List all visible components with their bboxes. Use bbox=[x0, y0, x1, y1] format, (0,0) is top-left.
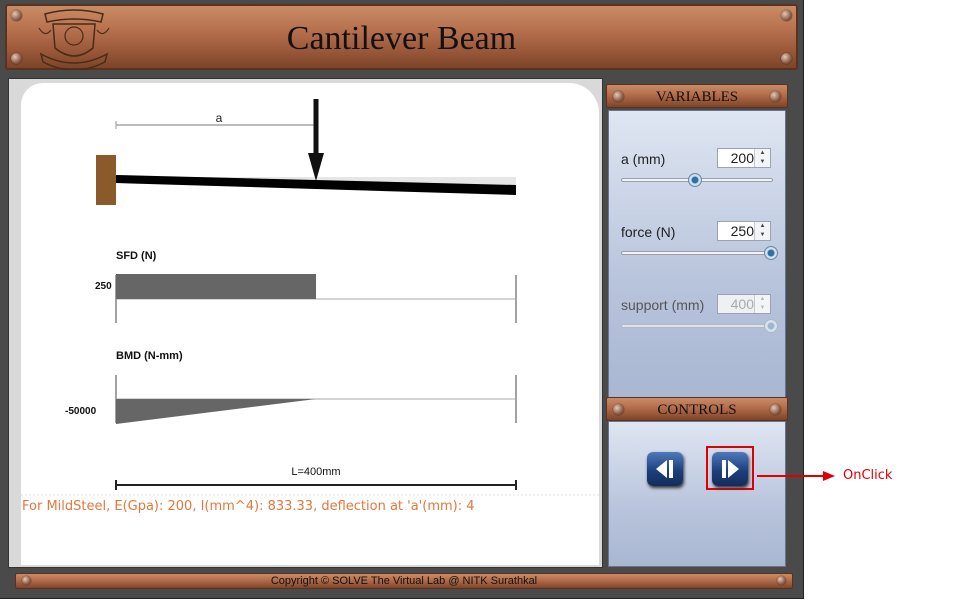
support-stepper-buttons: ▲ ▼ bbox=[754, 295, 770, 313]
simulation-area: a SFD (N) 250 BMD (N-mm) -50000 bbox=[8, 78, 603, 568]
fixed-support bbox=[96, 155, 116, 205]
screw-icon bbox=[781, 10, 792, 21]
step-back-icon bbox=[656, 460, 673, 478]
step-forward-icon bbox=[722, 460, 739, 478]
length-label: L=400mm bbox=[291, 466, 340, 478]
page-title: Cantilever Beam bbox=[286, 20, 517, 57]
force-stepper[interactable]: ▲ ▼ bbox=[717, 221, 771, 241]
support-increment-icon: ▲ bbox=[755, 295, 770, 304]
a-decrement-icon[interactable]: ▼ bbox=[755, 158, 770, 167]
a-input[interactable] bbox=[718, 149, 756, 167]
support-slider bbox=[621, 319, 778, 333]
screw-icon bbox=[613, 91, 624, 102]
header-bar: Cantilever Beam bbox=[5, 4, 798, 70]
highlight-box bbox=[706, 446, 754, 490]
screw-icon bbox=[777, 576, 786, 585]
force-slider-track[interactable] bbox=[621, 251, 773, 255]
support-label: support (mm) bbox=[621, 297, 705, 313]
footer-bar: Copyright © SOLVE The Virtual Lab @ NITK… bbox=[15, 573, 793, 589]
deflected-beam bbox=[116, 175, 516, 195]
beam-diagram: a SFD (N) 250 BMD (N-mm) -50000 bbox=[21, 99, 599, 496]
simulator-window: Cantilever Beam a SFD (N) 250 BMD (N- bbox=[0, 0, 804, 599]
callout-arrow bbox=[757, 471, 835, 481]
force-stepper-buttons: ▲ ▼ bbox=[754, 222, 770, 240]
variables-title: VARIABLES bbox=[655, 89, 739, 105]
force-decrement-icon[interactable]: ▼ bbox=[755, 231, 770, 240]
controls-title: CONTROLS bbox=[657, 402, 737, 418]
screw-icon bbox=[781, 53, 792, 64]
step-back-button[interactable] bbox=[647, 452, 683, 486]
sidebar: VARIABLES a (mm) ▲ ▼ force (N) ▲ ▼ bbox=[606, 84, 789, 569]
result-info-text: For MildSteel, E(Gpa): 200, I(mm^4): 833… bbox=[22, 499, 475, 514]
institute-logo bbox=[38, 9, 110, 70]
variables-panel: a (mm) ▲ ▼ force (N) ▲ ▼ bbox=[608, 110, 786, 398]
step-forward-button[interactable] bbox=[712, 452, 748, 486]
bmd-triangle bbox=[116, 399, 316, 424]
screw-icon bbox=[613, 404, 624, 415]
force-label: force (N) bbox=[621, 224, 676, 240]
support-stepper: ▲ ▼ bbox=[717, 294, 771, 314]
variables-panel-header: VARIABLES bbox=[606, 84, 788, 108]
force-input[interactable] bbox=[718, 222, 756, 240]
support-slider-track bbox=[621, 324, 773, 328]
force-arrow-head bbox=[308, 153, 324, 181]
force-slider-thumb[interactable] bbox=[763, 246, 778, 260]
screw-icon bbox=[11, 53, 22, 64]
sfd-title: SFD (N) bbox=[116, 250, 157, 262]
screw-icon bbox=[770, 404, 781, 415]
controls-panel-header: CONTROLS bbox=[606, 397, 788, 421]
diagram-canvas: a SFD (N) 250 BMD (N-mm) -50000 bbox=[21, 83, 599, 565]
screw-icon bbox=[22, 576, 31, 585]
onclick-annotation: OnClick bbox=[843, 468, 893, 483]
a-slider-thumb[interactable] bbox=[688, 173, 703, 187]
screw-icon bbox=[11, 10, 22, 21]
a-stepper[interactable]: ▲ ▼ bbox=[717, 148, 771, 168]
support-input bbox=[718, 295, 756, 313]
sfd-bar bbox=[116, 274, 316, 299]
force-increment-icon[interactable]: ▲ bbox=[755, 222, 770, 231]
support-decrement-icon: ▼ bbox=[755, 304, 770, 313]
support-slider-thumb bbox=[763, 319, 778, 333]
screw-icon bbox=[770, 91, 781, 102]
force-slider[interactable] bbox=[621, 246, 778, 260]
a-stepper-buttons: ▲ ▼ bbox=[754, 149, 770, 167]
bmd-title: BMD (N-mm) bbox=[116, 350, 183, 362]
a-increment-icon[interactable]: ▲ bbox=[755, 149, 770, 158]
copyright-text: Copyright © SOLVE The Virtual Lab @ NITK… bbox=[270, 575, 538, 587]
dimension-a-label: a bbox=[216, 111, 223, 125]
a-slider[interactable] bbox=[621, 173, 773, 187]
bmd-value-label: -50000 bbox=[65, 406, 97, 417]
controls-panel bbox=[608, 421, 786, 567]
sfd-value-label: 250 bbox=[95, 281, 112, 292]
a-label: a (mm) bbox=[621, 151, 666, 167]
